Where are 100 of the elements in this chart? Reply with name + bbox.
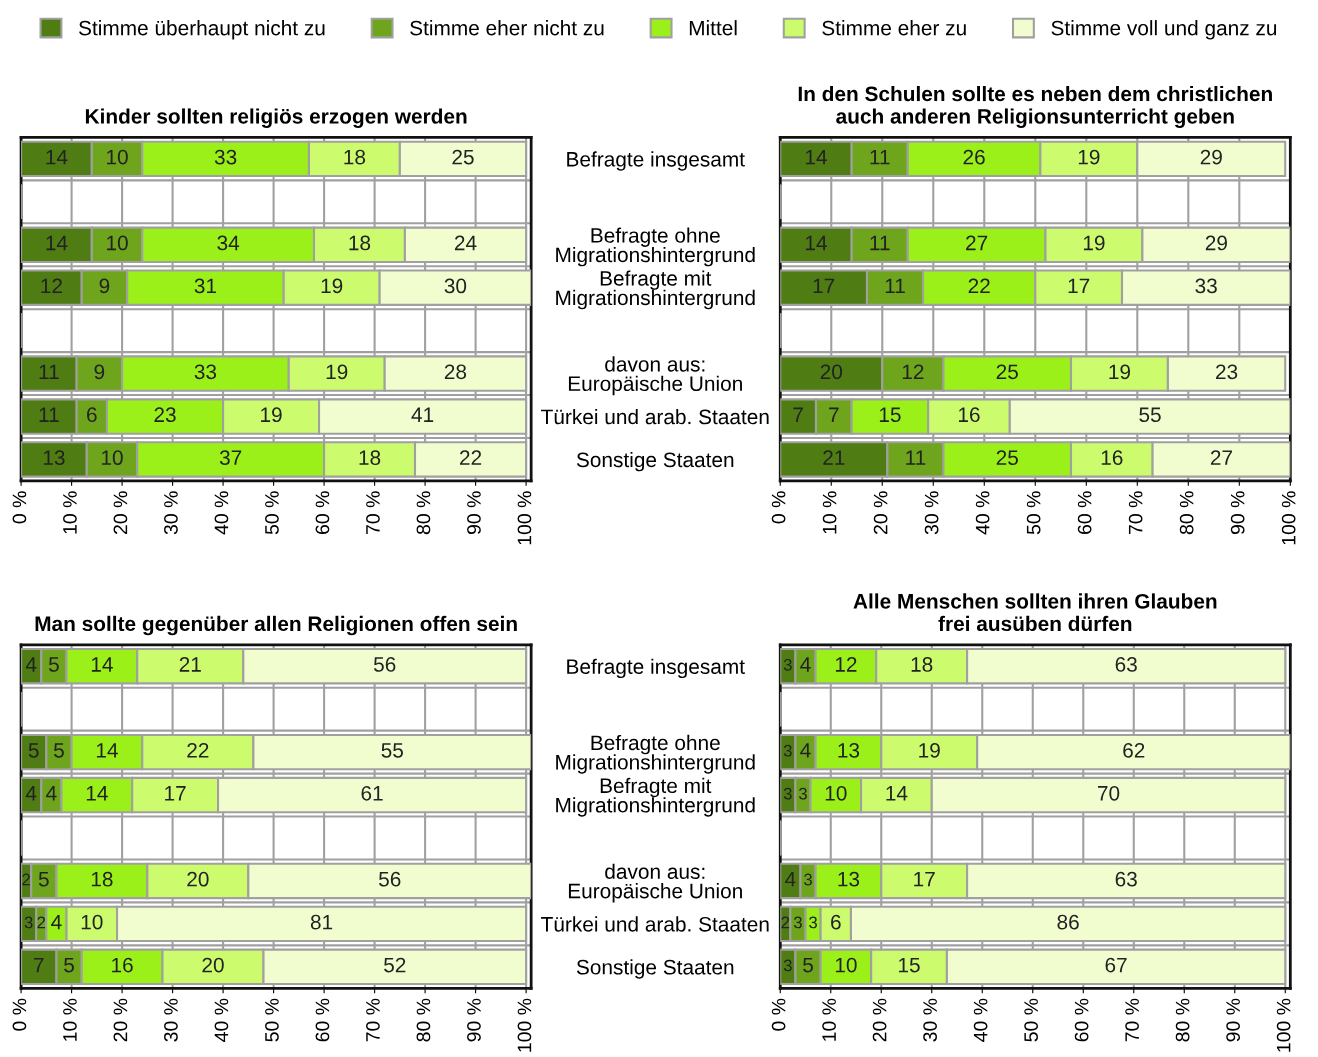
x-tick-label: 70 % (366, 491, 380, 534)
x-tick-label: 80 % (1179, 491, 1194, 535)
data-label: 63 (1115, 657, 1137, 672)
data-label: 3 (804, 873, 812, 886)
data-label: 6 (87, 407, 97, 423)
data-label: 4 (785, 872, 796, 887)
data-label: 9 (99, 278, 110, 294)
data-label: 4 (800, 657, 811, 672)
data-label: 16 (112, 957, 133, 973)
data-label: 20 (202, 957, 224, 973)
x-tick-label: 60 % (1077, 491, 1092, 534)
x-tick-label: 60 % (315, 998, 330, 1042)
data-label: 24 (454, 235, 477, 251)
data-label: 17 (1068, 278, 1090, 294)
data-label: 18 (359, 450, 381, 466)
chart-title: Kinder sollten religiös erzogen werden (85, 108, 467, 128)
data-label: 4 (25, 657, 37, 672)
x-tick-label: 40 % (975, 491, 990, 535)
x-tick-label: 20 % (873, 491, 888, 534)
x-tick-label: 80 % (416, 491, 431, 535)
data-label: 20 (820, 364, 843, 380)
x-tick-label: 50 % (265, 998, 279, 1042)
y-tick-label: Befragte ohne Migrationshintergrund (556, 227, 755, 267)
y-tick-label: Sonstige Staaten (576, 959, 734, 979)
data-label: 22 (968, 278, 990, 294)
data-label: 3 (24, 916, 33, 929)
legend-label: Stimme eher zu (822, 20, 966, 36)
legend-label: Stimme überhaupt nicht zu (79, 20, 325, 40)
x-tick-label: 70 % (1125, 998, 1139, 1042)
data-label: 62 (1123, 742, 1145, 758)
data-label: 14 (805, 235, 827, 251)
data-label: 5 (38, 872, 49, 887)
x-tick-label: 100 % (1276, 998, 1291, 1052)
data-label: 15 (899, 957, 920, 973)
data-label: 18 (91, 871, 113, 887)
data-label: 6 (831, 914, 841, 930)
data-label: 29 (1205, 235, 1227, 251)
y-tick-label: Befragte ohne Migrationshintergrund (556, 734, 755, 774)
y-tick-label: Befragte insgesamt (567, 151, 745, 171)
data-label: 19 (321, 278, 343, 294)
data-label: 3 (798, 787, 807, 800)
y-tick-label: davon aus: Europäische Union (568, 356, 742, 396)
data-label: 18 (344, 149, 366, 165)
x-tick-label: 10 % (63, 491, 77, 534)
data-label: 17 (914, 872, 935, 887)
data-label: 15 (879, 407, 901, 423)
y-tick-label: Türkei und arab. Staaten (541, 408, 769, 425)
x-tick-label: 30 % (164, 998, 178, 1042)
data-label: 37 (219, 450, 242, 466)
chart-title: In den Schulen sollte es neben dem christlichen auch anderen Religionsunterricht geben (798, 85, 1272, 128)
data-label: 10 (107, 235, 128, 251)
data-label: 12 (41, 278, 62, 294)
data-label: 11 (39, 407, 59, 422)
x-tick-label: 50 % (1024, 998, 1038, 1042)
data-label: 14 (46, 235, 68, 251)
x-tick-label: 90 % (1226, 998, 1240, 1042)
x-tick-label: 100 % (517, 491, 532, 545)
data-label: 41 (411, 407, 434, 422)
data-label: 86 (1057, 914, 1079, 930)
x-tick-label: 90 % (1230, 491, 1245, 535)
data-label: 56 (373, 657, 396, 672)
data-label: 4 (51, 914, 62, 930)
x-tick-label: 20 % (872, 998, 887, 1042)
data-label: 4 (800, 743, 811, 758)
data-label: 10 (107, 149, 128, 165)
data-label: 21 (823, 450, 845, 465)
x-tick-label: 30 % (923, 998, 937, 1042)
data-label: 18 (349, 235, 371, 251)
x-tick-label: 90 % (467, 998, 481, 1042)
data-label: 19 (1109, 364, 1131, 380)
data-label: 10 (81, 914, 103, 930)
data-label: 3 (809, 916, 817, 929)
data-label: 31 (194, 278, 216, 294)
x-tick-label: 10 % (822, 491, 837, 534)
x-tick-label: 20 % (113, 998, 128, 1042)
data-label: 2 (781, 916, 790, 929)
data-label: 27 (1210, 450, 1232, 465)
data-label: 19 (1083, 235, 1105, 251)
x-tick-label: 0 % (12, 491, 27, 524)
x-tick-label: 40 % (973, 998, 988, 1042)
data-label: 70 (1098, 785, 1120, 801)
data-label: 12 (902, 364, 924, 379)
data-label: 13 (43, 450, 65, 466)
x-tick-label: 10 % (822, 998, 836, 1041)
data-label: 10 (101, 450, 123, 466)
data-label: 14 (46, 149, 68, 165)
data-label: 25 (996, 450, 1018, 466)
data-label: 2 (37, 916, 46, 929)
data-label: 25 (452, 149, 474, 165)
data-label: 21 (179, 657, 201, 672)
data-label: 5 (28, 743, 39, 758)
data-label: 14 (805, 149, 827, 165)
x-tick-label: 100 % (1281, 491, 1296, 545)
x-tick-label: 70 % (1128, 491, 1143, 534)
data-label: 19 (326, 364, 348, 380)
data-label: 14 (96, 743, 118, 758)
x-tick-label: 0 % (771, 491, 786, 524)
x-tick-label: 50 % (1026, 491, 1041, 535)
data-label: 23 (1216, 364, 1238, 380)
data-label: 63 (1115, 871, 1137, 887)
